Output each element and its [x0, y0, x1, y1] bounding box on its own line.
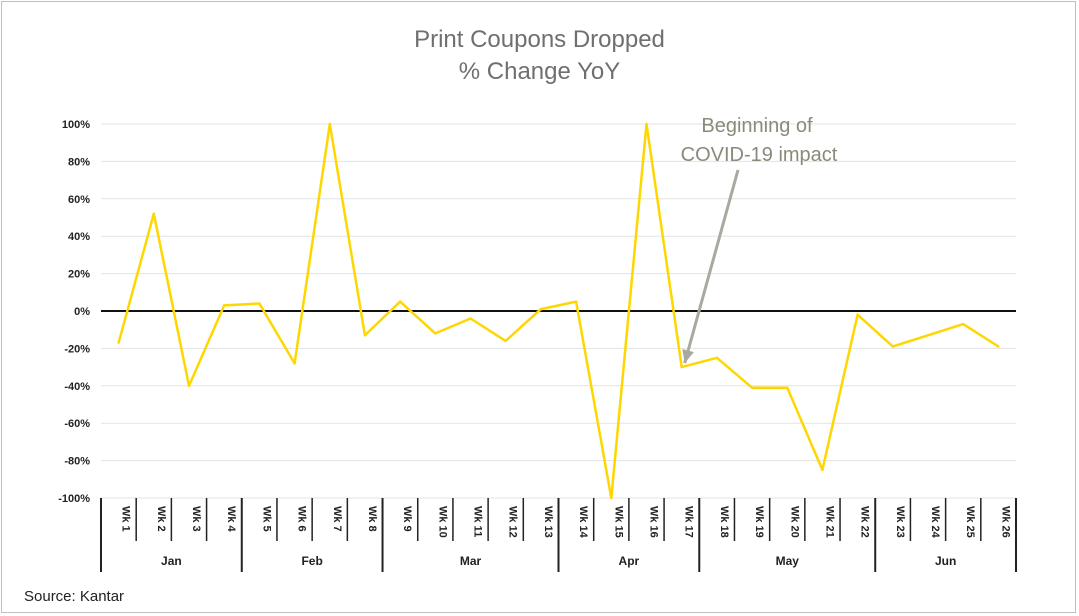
data-point [610, 496, 613, 500]
month-label: Jun [935, 554, 956, 568]
data-point [222, 304, 226, 307]
data-point [328, 122, 331, 126]
data-point [117, 341, 120, 344]
x-tick-label: Wk 23 [894, 506, 906, 538]
x-tick-label: Wk 11 [472, 506, 484, 537]
source-note: Source: Kantar [24, 588, 125, 605]
x-tick-label: Wk 26 [999, 506, 1011, 538]
data-point [786, 386, 789, 389]
x-tick-label: Wk 9 [401, 506, 413, 532]
y-tick-label: 100% [62, 119, 90, 131]
series-line [117, 122, 1000, 500]
data-point [926, 334, 930, 337]
data-point [645, 122, 648, 126]
data-point [504, 339, 507, 343]
data-point [574, 300, 578, 303]
x-tick-label: Wk 21 [823, 506, 835, 538]
annotation-arrowhead [682, 348, 694, 364]
month-label: May [776, 554, 800, 568]
x-tick-label: Wk 19 [753, 506, 765, 538]
y-tick-label: 20% [68, 269, 90, 281]
y-tick-label: -20% [64, 343, 90, 355]
x-tick-label: Wk 3 [190, 506, 202, 532]
data-point [750, 386, 754, 389]
data-point [434, 332, 437, 335]
x-tick-label: Wk 1 [120, 506, 132, 532]
y-tick-label: 0% [74, 306, 90, 318]
annotation-text: COVID-19 impact [681, 144, 838, 166]
x-tick-label: Wk 5 [260, 506, 272, 532]
data-point [152, 212, 155, 215]
x-tick-label: Wk 14 [577, 506, 589, 539]
data-point [680, 365, 683, 369]
data-point [469, 317, 472, 320]
x-tick-label: Wk 7 [331, 506, 343, 532]
x-tick-label: Wk 10 [436, 506, 448, 538]
x-tick-label: Wk 8 [366, 506, 378, 532]
data-point [891, 345, 895, 348]
x-tick-label: Wk 24 [929, 506, 941, 539]
x-tick-label: Wk 20 [788, 506, 800, 538]
month-label: Feb [301, 554, 322, 568]
data-point [715, 356, 719, 359]
y-tick-label: -60% [64, 418, 90, 430]
data-point [821, 468, 824, 472]
data-point [187, 384, 191, 387]
y-tick-label: 60% [68, 194, 90, 206]
data-point [997, 345, 1000, 348]
data-point [962, 322, 965, 326]
annotation-arrow [683, 169, 740, 364]
x-tick-label: Wk 12 [507, 506, 519, 538]
x-tick-label: Wk 6 [296, 506, 308, 532]
x-tick-label: Wk 16 [647, 506, 659, 538]
data-point [856, 313, 859, 316]
month-label: Mar [460, 554, 482, 568]
month-label: Jan [161, 554, 182, 568]
y-tick-label: -100% [58, 493, 90, 505]
y-tick-label: -80% [64, 456, 90, 468]
x-tick-label: Wk 18 [718, 506, 730, 538]
x-tick-label: Wk 4 [225, 506, 237, 533]
chart-subtitle: % Change YoY [458, 58, 621, 85]
x-tick-label: Wk 13 [542, 506, 554, 538]
data-point [258, 302, 261, 305]
x-tick-label: Wk 22 [859, 506, 871, 538]
x-tick-label: Wk 15 [612, 506, 624, 538]
data-point [539, 307, 543, 311]
y-tick-label: 40% [68, 231, 90, 243]
y-tick-label: -40% [64, 381, 90, 393]
y-tick-label: 80% [68, 156, 90, 168]
data-point [363, 334, 367, 337]
data-point [293, 362, 296, 365]
x-tick-label: Wk 2 [155, 506, 167, 532]
x-tick-label: Wk 17 [683, 506, 695, 538]
data-point [398, 300, 402, 303]
x-tick-label: Wk 25 [964, 506, 976, 538]
annotation-text: Beginning of [701, 115, 813, 137]
chart-title: Print Coupons Dropped [414, 26, 665, 53]
month-label: Apr [619, 554, 640, 568]
